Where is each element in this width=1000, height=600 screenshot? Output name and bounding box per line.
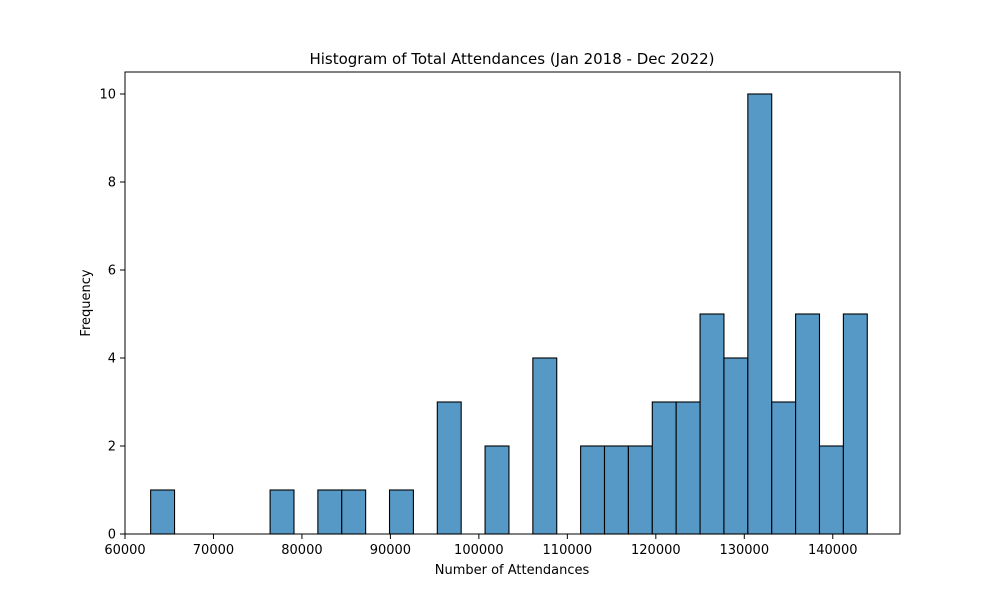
bars-group	[150, 93, 868, 535]
x-tick-label: 140000	[808, 543, 858, 558]
y-tick-label: 8	[108, 176, 116, 191]
histogram-bar	[771, 401, 797, 535]
plot-frame	[124, 71, 901, 535]
x-tick-label: 60000	[104, 543, 145, 558]
histogram-bar	[388, 489, 414, 535]
y-axis: 0 2 4 6 8 10	[99, 88, 125, 543]
histogram-bar	[818, 445, 844, 535]
histogram-bar	[532, 357, 558, 535]
histogram-bar	[675, 401, 701, 535]
histogram-bar	[580, 445, 606, 535]
histogram-bar	[603, 445, 629, 535]
histogram-bar	[795, 313, 821, 535]
histogram-bar	[317, 489, 343, 535]
histogram-bar	[341, 489, 367, 535]
x-tick-label: 120000	[631, 543, 681, 558]
y-tick-label: 0	[108, 528, 116, 543]
histogram-bar	[269, 489, 295, 535]
y-tick-label: 6	[108, 264, 116, 279]
x-tick-label: 90000	[370, 543, 411, 558]
chart-title: Histogram of Total Attendances (Jan 2018…	[309, 50, 714, 68]
x-tick-label: 110000	[543, 543, 593, 558]
histogram-bar	[842, 313, 868, 535]
histogram-bar	[747, 93, 773, 535]
histogram-bar	[150, 489, 176, 535]
x-tick-label: 70000	[193, 543, 234, 558]
x-axis: 60000 70000 80000 90000 100000 110000 120000 13…	[104, 534, 858, 558]
y-tick-label: 10	[99, 88, 116, 103]
y-tick-label: 2	[108, 440, 116, 455]
x-axis-label: Number of Attendances	[435, 563, 590, 578]
histogram-bar	[627, 445, 653, 535]
x-tick-label: 100000	[454, 543, 504, 558]
histogram-bar	[484, 445, 510, 535]
x-tick-label: 130000	[719, 543, 769, 558]
x-tick-label: 80000	[281, 543, 322, 558]
histogram-bar	[436, 401, 462, 535]
histogram-bar	[723, 357, 749, 535]
histogram-bar	[651, 401, 677, 535]
histogram-bar	[699, 313, 725, 535]
y-axis-label: Frequency	[79, 269, 94, 336]
y-tick-label: 4	[108, 352, 116, 367]
